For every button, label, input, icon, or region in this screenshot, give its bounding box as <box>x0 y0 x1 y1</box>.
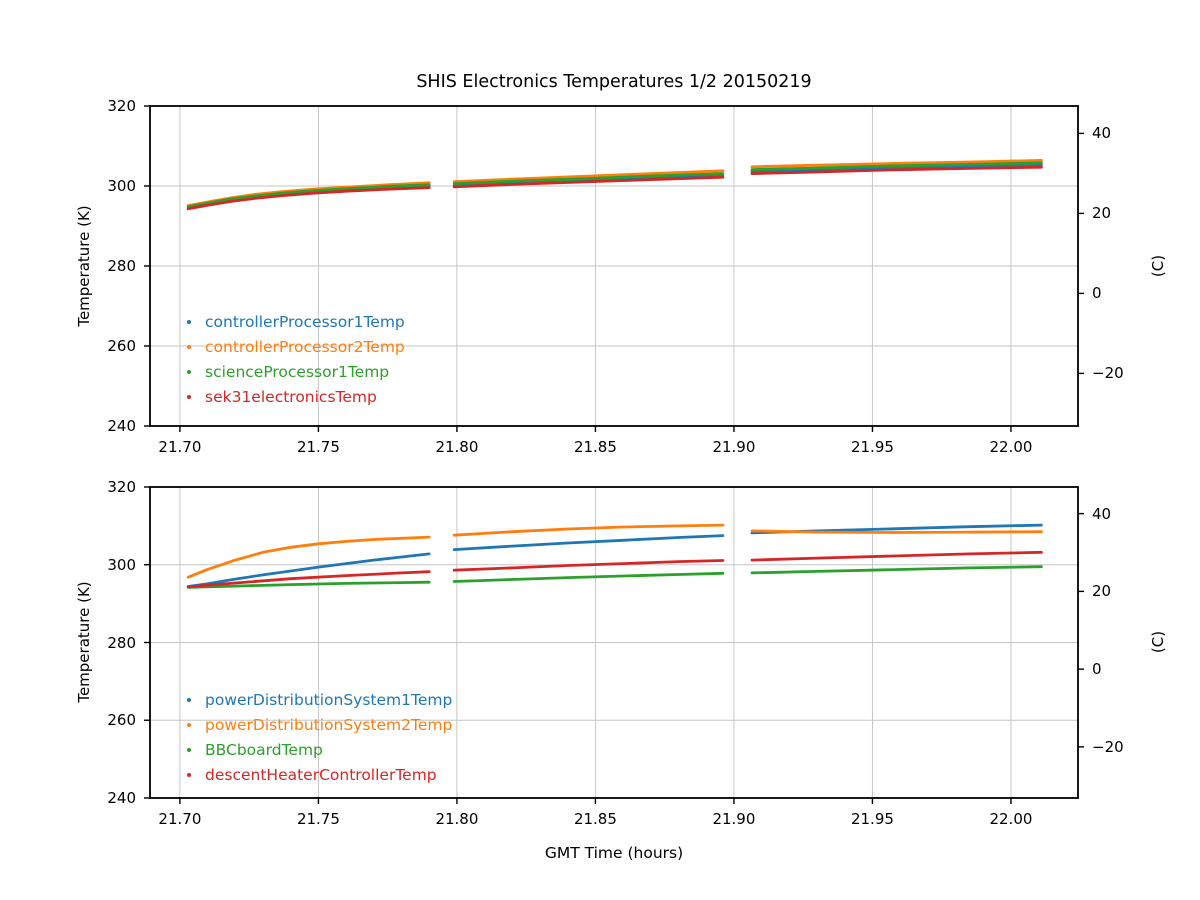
legend-marker-dot-icon <box>187 319 191 324</box>
x-tick-label: 21.95 <box>850 810 894 828</box>
plot-area-0 <box>144 105 1084 432</box>
series-line-controllerProcessor1Temp <box>750 163 1043 173</box>
legend-label: scienceProcessor1Temp <box>205 362 390 381</box>
y-tick-label-left: 240 <box>107 417 136 435</box>
series-line-sek31electronicsTemp <box>452 175 725 189</box>
y-tick-label-left: 300 <box>107 177 136 195</box>
series-line-sek31electronicsTemp <box>750 165 1043 175</box>
y-tick-label-right: −20 <box>1092 737 1124 756</box>
series-line-descentHeaterControllerTemp <box>186 570 431 589</box>
series-line-sek31electronicsTemp <box>186 186 431 211</box>
legend-entry: BBCboardTemp <box>183 737 452 762</box>
y-tick-label-left: 320 <box>107 97 136 115</box>
legend-marker-dot-icon <box>187 369 191 374</box>
legend-label: powerDistributionSystem1Temp <box>205 690 453 709</box>
series-line-scienceProcessor1Temp <box>750 161 1043 171</box>
figure-title: SHIS Electronics Temperatures 1/2 201502… <box>416 72 812 92</box>
legend-entry: controllerProcessor2Temp <box>183 334 405 359</box>
x-tick-label: 21.80 <box>435 810 479 828</box>
series-line-powerDistributionSystem1Temp <box>186 552 431 588</box>
series-line-BBCboardTemp <box>750 565 1043 575</box>
y-tick-label-left: 320 <box>107 478 136 496</box>
legend-1: powerDistributionSystem1Temp powerDistrib… <box>183 687 452 787</box>
x-tick-label: 21.70 <box>158 438 202 456</box>
y-tick-label-left: 280 <box>107 257 136 275</box>
x-tick-label: 21.95 <box>850 438 894 456</box>
legend-entry: descentHeaterControllerTemp <box>183 762 452 787</box>
legend-entry: sek31electronicsTemp <box>183 384 405 409</box>
legend-label: descentHeaterControllerTemp <box>205 765 437 784</box>
legend-marker-dot-icon <box>187 747 191 752</box>
legend-entry: controllerProcessor1Temp <box>183 309 405 334</box>
legend-entry: powerDistributionSystem2Temp <box>183 712 452 737</box>
y-tick-label-left: 260 <box>107 337 136 355</box>
y-tick-label-right: 40 <box>1092 504 1112 523</box>
legend-marker-dot-icon <box>187 394 191 399</box>
y-tick-label-right: 40 <box>1092 124 1112 143</box>
y-tick-label-left: 280 <box>107 633 136 652</box>
x-tick-label: 21.75 <box>296 810 340 828</box>
legend-marker-dot-icon <box>187 722 191 727</box>
series-line-controllerProcessor2Temp <box>452 169 725 183</box>
x-tick-label: 21.85 <box>573 438 617 456</box>
x-tick-label: 21.90 <box>712 438 756 456</box>
legend-entry: powerDistributionSystem1Temp <box>183 687 452 712</box>
legend-label: controllerProcessor2Temp <box>205 337 405 356</box>
series-line-controllerProcessor2Temp <box>750 159 1043 169</box>
series-line-scienceProcessor1Temp <box>186 183 431 209</box>
legend-marker-dot-icon <box>187 772 191 777</box>
x-tick-label: 21.80 <box>435 438 479 456</box>
legend-label: powerDistributionSystem2Temp <box>205 715 453 734</box>
x-tick-label: 22.00 <box>989 438 1033 456</box>
y-tick-label-right: −20 <box>1092 364 1124 383</box>
y-tick-label-right: 20 <box>1092 582 1112 601</box>
y-tick-label-left: 300 <box>107 555 136 574</box>
y-tick-label-right: 0 <box>1092 660 1102 679</box>
series-line-powerDistributionSystem2Temp <box>750 529 1043 534</box>
legend-marker-dot-icon <box>187 697 191 702</box>
legend-0: controllerProcessor1Temp controllerProces… <box>183 309 405 409</box>
series-line-descentHeaterControllerTemp <box>750 550 1043 562</box>
series-line-BBCboardTemp <box>186 580 431 589</box>
x-axis-label: GMT Time (hours) <box>544 844 684 862</box>
y-axis-label-right-bottom: (C) <box>1149 630 1167 654</box>
y-tick-label-right: 0 <box>1092 284 1102 303</box>
series-line-scienceProcessor1Temp <box>452 172 725 185</box>
x-tick-label: 22.00 <box>989 810 1033 828</box>
series-line-powerDistributionSystem2Temp <box>452 523 725 537</box>
legend-entry: scienceProcessor1Temp <box>183 359 405 384</box>
y-tick-label-right: 20 <box>1092 204 1112 223</box>
series-line-descentHeaterControllerTemp <box>452 559 725 572</box>
y-tick-label-left: 260 <box>107 711 136 730</box>
x-tick-label: 21.90 <box>712 810 756 828</box>
y-tick-label-left: 240 <box>107 789 136 807</box>
y-axis-label-right-top: (C) <box>1149 254 1167 278</box>
legend-marker-dot-icon <box>187 344 191 349</box>
x-tick-label: 21.75 <box>296 438 340 456</box>
series-line-powerDistributionSystem2Temp <box>186 535 431 579</box>
legend-label: controllerProcessor1Temp <box>205 312 405 331</box>
series-line-powerDistributionSystem1Temp <box>452 534 725 551</box>
x-tick-label: 21.85 <box>573 810 617 828</box>
x-tick-label: 21.70 <box>158 810 202 828</box>
legend-label: BBCboardTemp <box>205 740 323 759</box>
plot-area-1 <box>144 486 1084 804</box>
series-line-BBCboardTemp <box>452 571 725 583</box>
legend-label: sek31electronicsTemp <box>205 387 377 406</box>
